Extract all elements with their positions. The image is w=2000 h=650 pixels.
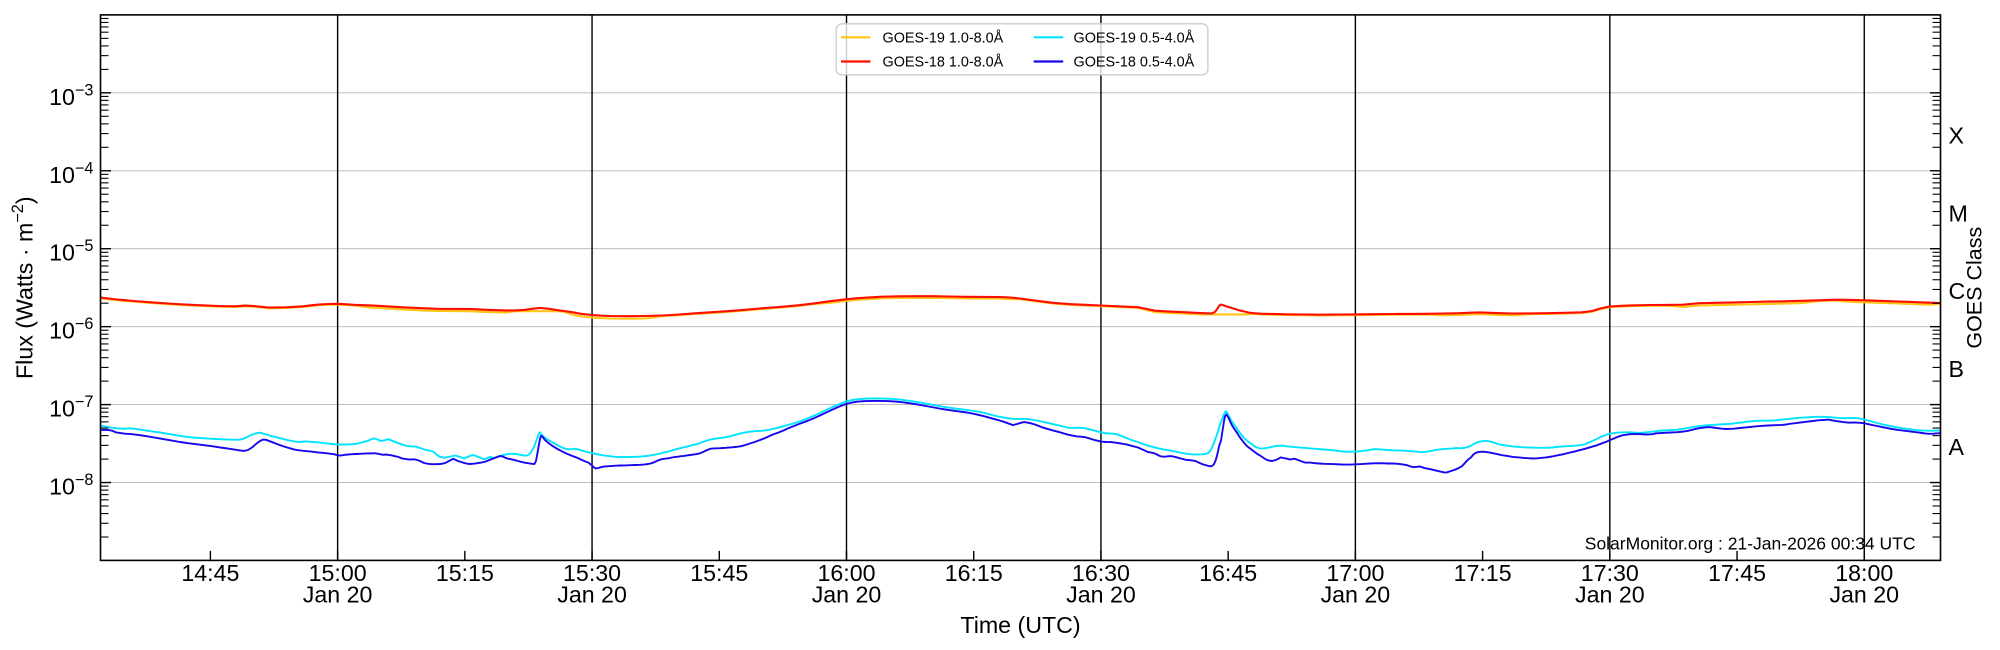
svg-text:X: X <box>1949 122 1964 148</box>
svg-text:10−4: 10−4 <box>49 159 93 188</box>
svg-text:Jan 20: Jan 20 <box>1066 582 1136 608</box>
svg-text:10−6: 10−6 <box>49 315 93 344</box>
svg-text:Time (UTC): Time (UTC) <box>960 612 1080 638</box>
svg-text:17:15: 17:15 <box>1454 560 1512 586</box>
svg-text:10−8: 10−8 <box>49 471 93 500</box>
svg-text:C: C <box>1949 278 1966 304</box>
svg-text:16:15: 16:15 <box>945 560 1003 586</box>
svg-text:Jan 20: Jan 20 <box>1829 582 1899 608</box>
svg-text:10−3: 10−3 <box>49 81 93 110</box>
svg-text:15:00: 15:00 <box>309 560 367 586</box>
svg-text:A: A <box>1949 434 1965 460</box>
svg-text:10−5: 10−5 <box>49 237 93 266</box>
svg-text:GOES-19 1.0-8.0Å: GOES-19 1.0-8.0Å <box>883 30 1004 47</box>
svg-text:18:00: 18:00 <box>1835 560 1893 586</box>
svg-text:Jan 20: Jan 20 <box>1575 582 1645 608</box>
svg-text:17:00: 17:00 <box>1326 560 1384 586</box>
svg-text:17:30: 17:30 <box>1581 560 1639 586</box>
svg-text:Jan 20: Jan 20 <box>1321 582 1391 608</box>
svg-text:Jan 20: Jan 20 <box>557 582 627 608</box>
svg-text:10−7: 10−7 <box>49 393 93 422</box>
svg-text:Flux (Watts · m−2): Flux (Watts · m−2) <box>9 196 38 379</box>
svg-text:16:30: 16:30 <box>1072 560 1130 586</box>
svg-text:GOES-18 0.5-4.0Å: GOES-18 0.5-4.0Å <box>1074 54 1195 71</box>
svg-text:17:45: 17:45 <box>1708 560 1766 586</box>
svg-text:GOES Class: GOES Class <box>1963 227 1987 349</box>
svg-text:SolarMonitor.org : 21-Jan-2026: SolarMonitor.org : 21-Jan-2026 00:34 UTC <box>1585 534 1916 554</box>
svg-text:15:45: 15:45 <box>690 560 748 586</box>
svg-text:GOES-18 1.0-8.0Å: GOES-18 1.0-8.0Å <box>883 54 1004 71</box>
svg-text:Jan 20: Jan 20 <box>303 582 373 608</box>
svg-text:16:00: 16:00 <box>817 560 875 586</box>
svg-text:14:45: 14:45 <box>181 560 239 586</box>
svg-text:15:15: 15:15 <box>436 560 494 586</box>
svg-text:GOES-19 0.5-4.0Å: GOES-19 0.5-4.0Å <box>1074 30 1195 47</box>
svg-text:15:30: 15:30 <box>563 560 621 586</box>
svg-text:Jan 20: Jan 20 <box>812 582 882 608</box>
svg-text:B: B <box>1949 356 1964 382</box>
svg-text:16:45: 16:45 <box>1199 560 1257 586</box>
svg-text:M: M <box>1949 200 1968 226</box>
